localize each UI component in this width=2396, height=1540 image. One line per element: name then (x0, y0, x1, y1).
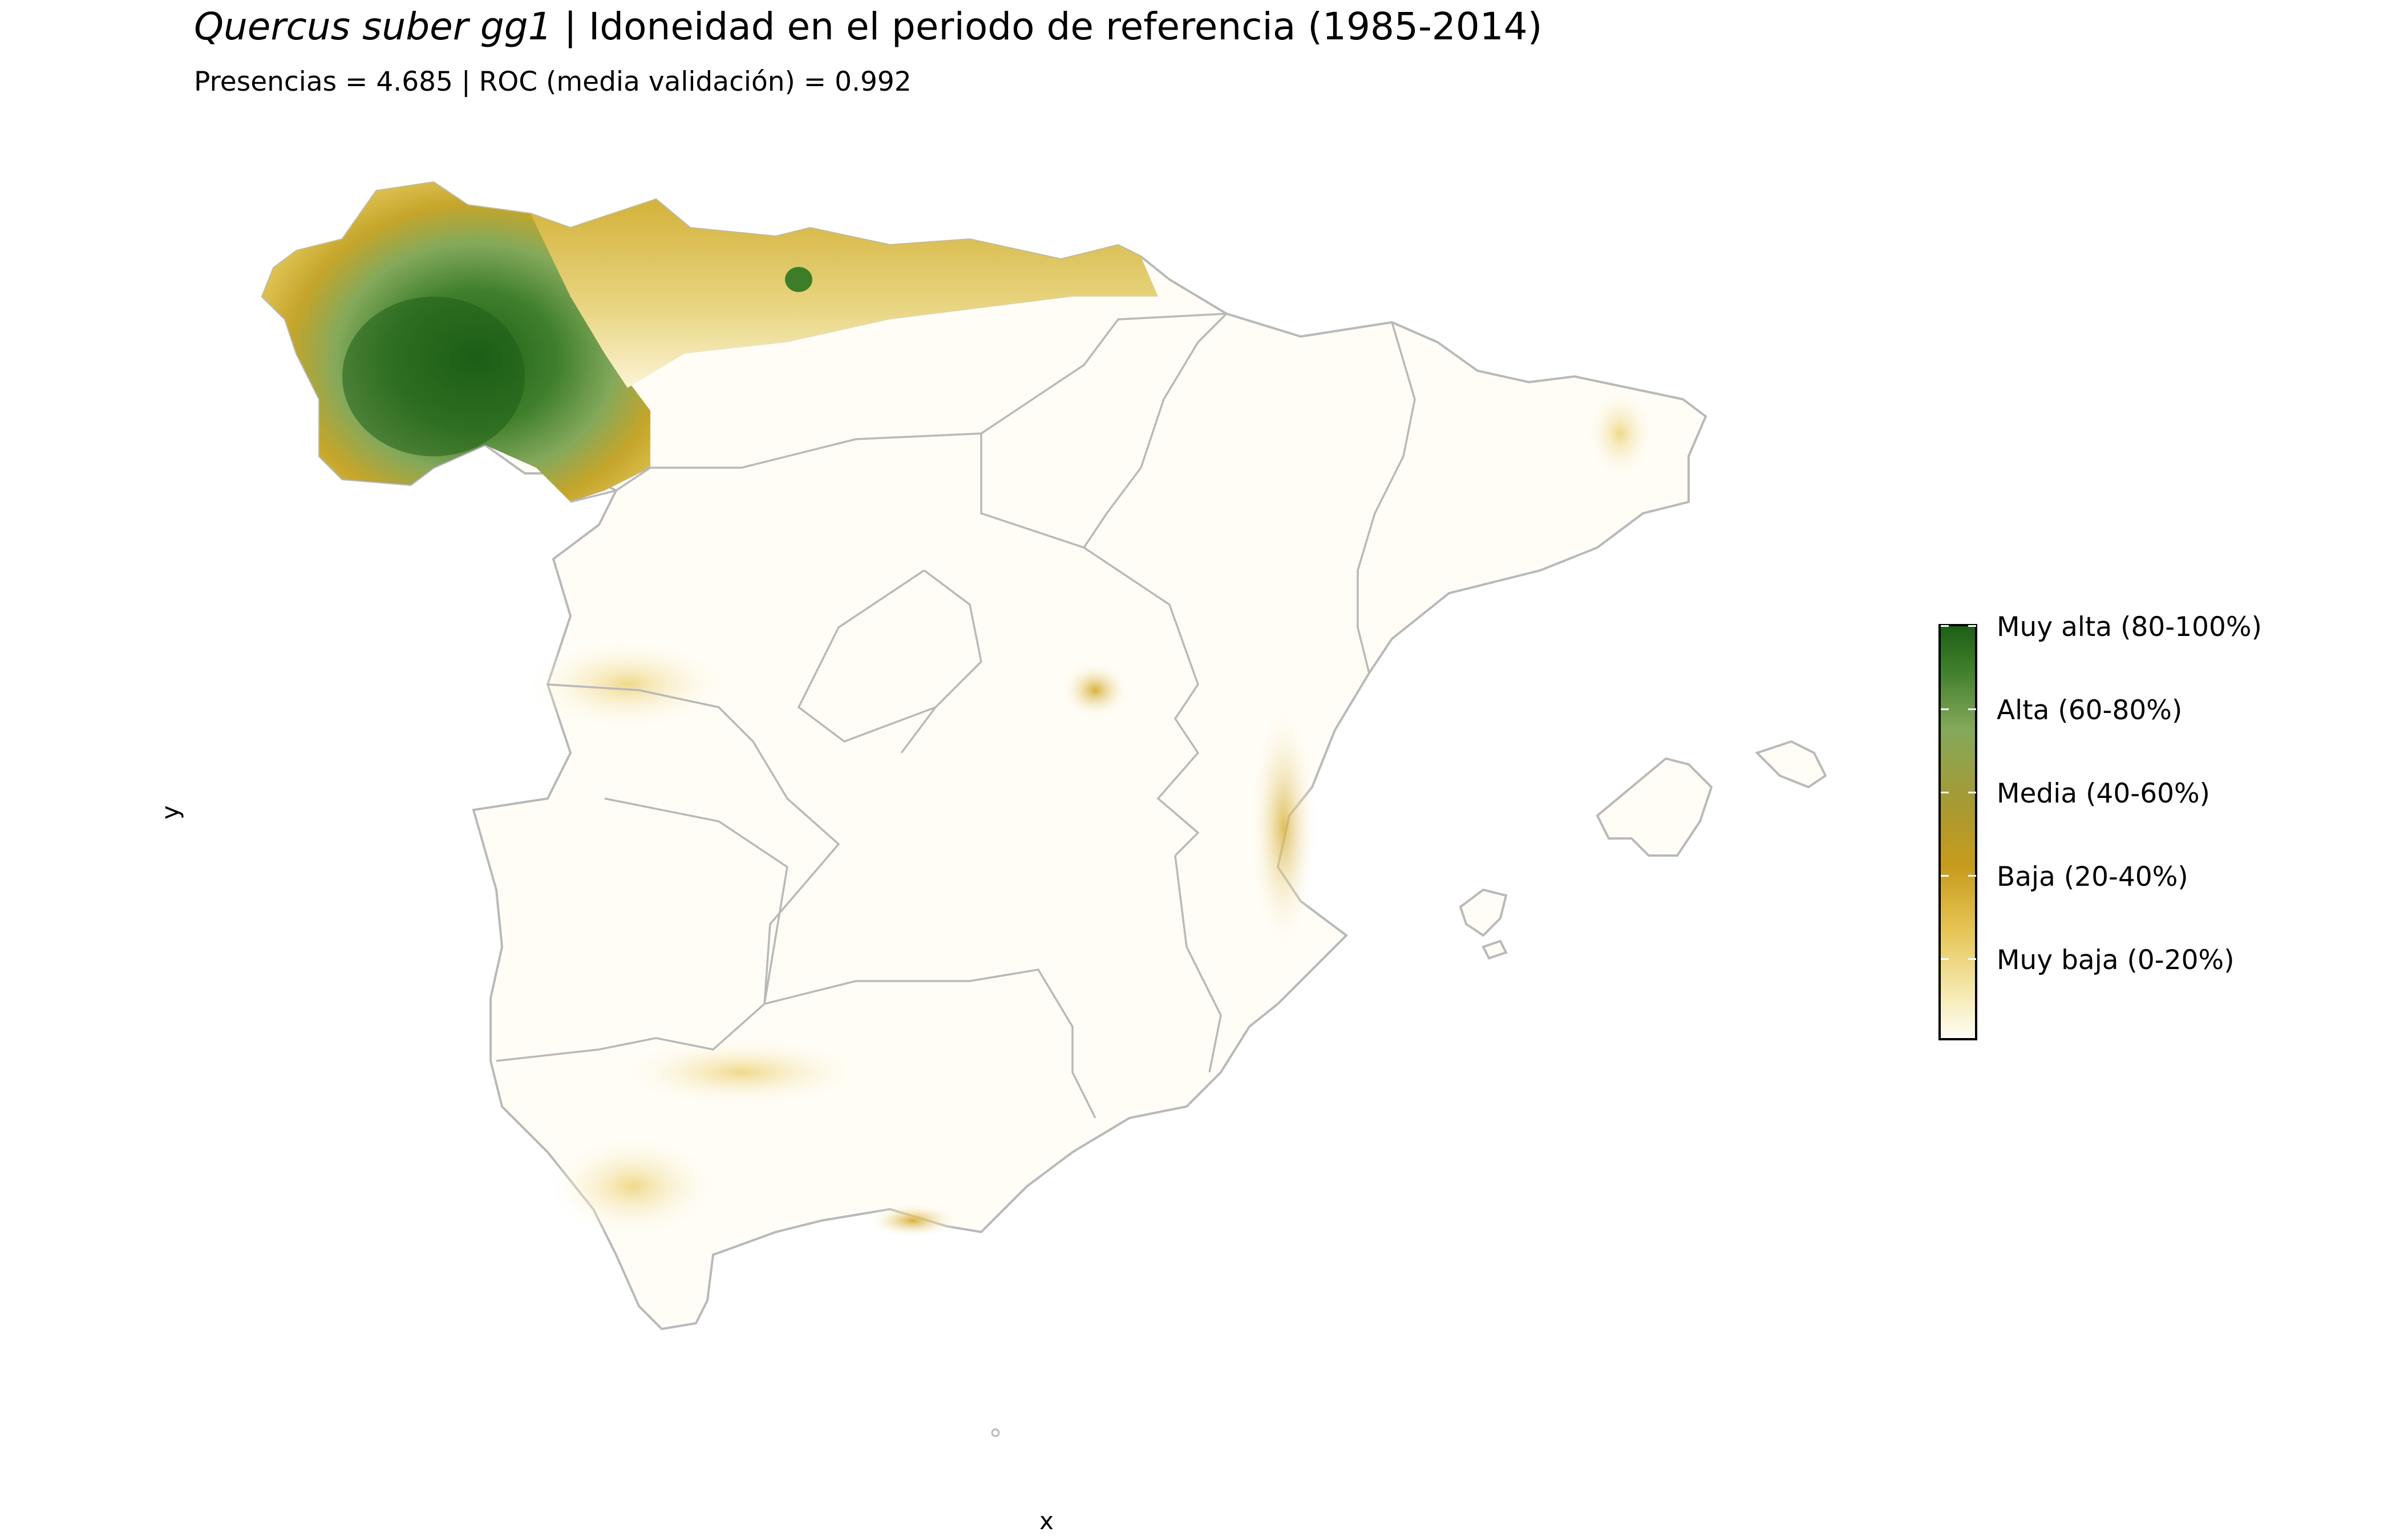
legend-tick (1968, 792, 1976, 793)
valencia-coast (1249, 702, 1318, 953)
ibiza (1459, 888, 1508, 937)
map-subtitle: Presencias = 4.685 | ROC (media validaci… (194, 66, 912, 98)
title-text: | Idoneidad en el periodo de referencia … (552, 5, 1543, 48)
formentera (1482, 939, 1508, 960)
regional-borders (496, 313, 1416, 1118)
sierra-morena (616, 1038, 867, 1107)
catalonia-coast (1586, 388, 1654, 479)
x-axis-label: x (1039, 1507, 1054, 1535)
legend-tick (1941, 958, 1949, 960)
legend-tick (1941, 708, 1949, 710)
legend-label-baja: Baja (20-40%) (1997, 861, 2188, 893)
legend-tick (1968, 708, 1976, 710)
map-title: Quercus suber gg1 | Idoneidad en el peri… (194, 5, 1543, 48)
legend-label-muy-baja: Muy baja (0-20%) (1997, 945, 2235, 976)
west-central (525, 639, 730, 730)
title-species: Quercus suber gg1 (194, 5, 552, 48)
alboran-island (991, 1428, 1000, 1437)
legend-tick (1968, 625, 1976, 627)
menorca (1755, 740, 1827, 789)
mallorca (1596, 757, 1713, 857)
asturias-green-patch (785, 267, 812, 292)
granada-spot (867, 1203, 958, 1238)
cantabrian-suitability (531, 200, 1158, 388)
legend-tick (1941, 875, 1949, 877)
legend-label-media: Media (40-60%) (1997, 778, 2211, 809)
legend-tick (1941, 625, 1949, 627)
legend-label-muy-alta: Muy alta (80-100%) (1997, 611, 2262, 643)
legend-tick (1941, 792, 1949, 793)
central-spot (1061, 662, 1130, 719)
y-axis-label: y (156, 805, 184, 820)
legend-tick (1968, 875, 1976, 877)
sw-suitability (548, 1135, 719, 1238)
legend-colorbar (1938, 624, 1977, 1040)
legend-tick (1968, 958, 1976, 960)
legend-label-alta: Alta (60-80%) (1997, 695, 2183, 726)
galicia-core (342, 297, 525, 456)
